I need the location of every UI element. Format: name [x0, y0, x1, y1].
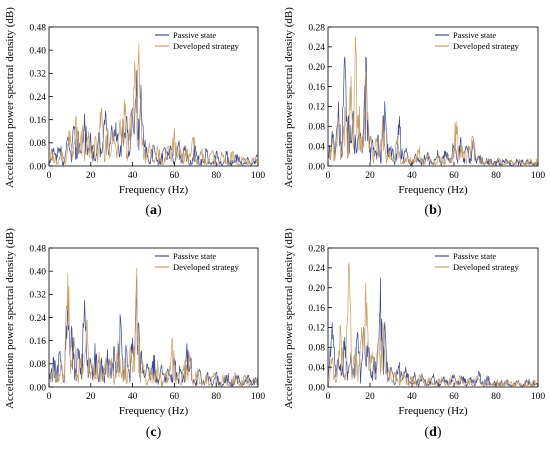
y-tick-label: 0.40 [29, 267, 46, 277]
x-tick-label: 100 [531, 171, 546, 181]
x-tick-label: 60 [170, 392, 180, 402]
x-tick-label: 40 [407, 171, 417, 181]
x-tick-label: 0 [47, 171, 52, 181]
x-tick-label: 80 [211, 392, 221, 402]
series-line-developed [49, 267, 258, 387]
y-tick-label: 0.16 [29, 337, 46, 347]
y-tick-label: 0.12 [308, 324, 325, 334]
y-tick-label: 0.00 [29, 162, 46, 172]
x-axis-title: Frequency (Hz) [119, 184, 189, 196]
y-tick-label: 0.24 [308, 43, 325, 53]
legend-entry: Developed strategy [453, 41, 520, 51]
x-axis-title: Frequency (Hz) [398, 184, 468, 196]
y-tick-label: 0.28 [308, 23, 325, 33]
y-tick-label: 0.00 [29, 383, 46, 393]
y-axis-title: Acceleration power spectral density (dB) [283, 228, 295, 409]
x-tick-label: 100 [251, 392, 266, 402]
chart-panel-d: 0 20 40 60 80 100 0.00 0.04 0.08 0.12 0.16 0.20 0.24… [283, 228, 545, 440]
legend-entry: Passive state [173, 30, 216, 40]
y-tick-label: 0.08 [308, 123, 325, 133]
x-tick-label: 60 [449, 171, 459, 181]
x-tick-label: 60 [449, 392, 459, 402]
panel-label: (d) [424, 425, 441, 440]
x-tick-label: 80 [491, 392, 501, 402]
y-axis-title: Acceleration power spectral density (dB) [4, 228, 16, 409]
y-tick-label: 0.24 [29, 93, 46, 103]
series-line-developed [328, 262, 538, 387]
x-tick-label: 0 [326, 392, 331, 402]
legend-entry: Developed strategy [453, 262, 520, 272]
x-tick-label: 60 [170, 171, 180, 181]
y-tick-label: 0.12 [308, 103, 325, 113]
x-tick-label: 20 [365, 171, 375, 181]
y-tick-label: 0.32 [29, 291, 46, 301]
y-tick-label: 0.32 [29, 70, 46, 80]
x-tick-label: 0 [47, 392, 52, 402]
y-tick-label: 0.04 [308, 363, 325, 373]
y-tick-label: 0.24 [308, 264, 325, 274]
y-tick-label: 0.00 [308, 162, 325, 172]
x-tick-label: 100 [251, 171, 266, 181]
y-tick-label: 0.16 [29, 116, 46, 126]
legend-entry: Passive state [453, 30, 496, 40]
y-tick-label: 0.08 [29, 139, 46, 149]
chart-panel-b: 0 20 40 60 80 100 0.00 0.04 0.08 0.12 0.16 0.20 0.24… [283, 7, 545, 218]
series-line-developed [328, 36, 538, 166]
x-tick-label: 80 [211, 171, 221, 181]
x-axis-title: Frequency (Hz) [398, 405, 468, 417]
legend-entry: Developed strategy [173, 262, 240, 272]
x-tick-label: 20 [86, 171, 96, 181]
y-tick-label: 0.08 [29, 360, 46, 370]
legend-entry: Passive state [173, 251, 216, 261]
y-tick-label: 0.08 [308, 344, 325, 354]
y-tick-label: 0.00 [308, 383, 325, 393]
series-line-passive [49, 276, 258, 387]
y-axis-title: Acceleration power spectral density (dB) [4, 7, 16, 188]
series-line-passive [49, 70, 258, 166]
y-tick-label: 0.28 [308, 244, 325, 254]
y-tick-label: 0.04 [308, 142, 325, 152]
chart-panel-a: 0 20 40 60 80 100 0.00 0.08 0.16 0.24 0.32 0.40 0.48… [4, 7, 265, 218]
x-tick-label: 20 [86, 392, 96, 402]
y-tick-label: 0.48 [29, 23, 46, 33]
x-tick-label: 40 [407, 392, 417, 402]
x-tick-label: 0 [326, 171, 331, 181]
y-tick-label: 0.20 [308, 284, 325, 294]
x-tick-label: 80 [491, 171, 501, 181]
x-tick-label: 40 [128, 171, 138, 181]
y-tick-label: 0.24 [29, 314, 46, 324]
y-tick-label: 0.40 [29, 46, 46, 56]
legend-entry: Developed strategy [173, 41, 240, 51]
panel-label: (c) [146, 425, 162, 440]
x-tick-label: 40 [128, 392, 138, 402]
x-tick-label: 100 [531, 392, 546, 402]
y-tick-label: 0.20 [308, 63, 325, 73]
y-tick-label: 0.16 [308, 304, 325, 314]
series-line-developed [49, 44, 258, 166]
y-axis-title: Acceleration power spectral density (dB) [283, 7, 295, 188]
x-axis-title: Frequency (Hz) [119, 405, 189, 417]
panel-label: (a) [145, 203, 162, 218]
plot-area [327, 247, 539, 388]
x-tick-label: 20 [365, 392, 375, 402]
legend-entry: Passive state [453, 251, 496, 261]
y-tick-label: 0.16 [308, 83, 325, 93]
chart-panel-c: 0 20 40 60 80 100 0.00 0.08 0.16 0.24 0.32 0.40 0.48… [4, 228, 265, 440]
y-tick-label: 0.48 [29, 244, 46, 254]
panel-label: (b) [424, 203, 441, 218]
